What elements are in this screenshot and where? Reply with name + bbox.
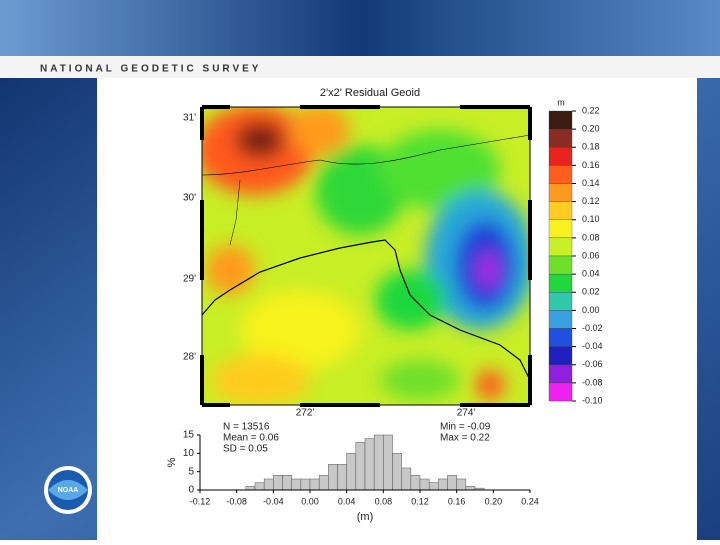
colorbar-label: 0.04 — [582, 269, 600, 279]
stat-text: SD = 0.05 — [223, 444, 268, 455]
x-tick-label: 0.16 — [448, 496, 466, 506]
x-tick-label: 0.08 — [375, 496, 393, 506]
stat-text: Max = 0.22 — [440, 433, 490, 444]
colorbar-cell — [548, 183, 573, 202]
geoid-map — [202, 107, 530, 405]
y-tick-label: 10 — [183, 448, 195, 459]
colorbar-label: 0.20 — [582, 124, 600, 134]
stat-text: N = 13516 — [223, 422, 270, 433]
colorbar-label: -0.04 — [582, 341, 603, 351]
svg-text:NOAA: NOAA — [58, 487, 79, 494]
colorbar-cell — [548, 128, 573, 148]
colorbar-cell — [548, 165, 573, 184]
y-tick-label: 5 — [188, 466, 194, 477]
histogram-bar — [428, 482, 439, 491]
x-tick-label: -0.12 — [190, 496, 211, 506]
header-band — [0, 56, 720, 78]
histogram-bar — [309, 478, 320, 491]
histogram-bar — [337, 464, 347, 491]
x-axis-label: (m) — [357, 511, 374, 523]
lon-label: 272' — [296, 408, 315, 419]
histogram-bar — [410, 475, 421, 491]
histogram-bar — [456, 478, 467, 491]
colorbar-cell — [548, 346, 573, 365]
colorbar-label: 0.12 — [582, 196, 600, 206]
colorbar-label: 0.02 — [582, 287, 600, 297]
colorbar-cell — [548, 255, 573, 275]
colorbar-cell — [548, 110, 573, 130]
map-frame-ticks — [200, 105, 532, 407]
histogram-bar — [282, 475, 292, 491]
histogram-bar — [346, 453, 357, 491]
lat-label: 31' — [183, 113, 196, 124]
stat-text: Mean = 0.06 — [223, 433, 279, 444]
histogram-bar — [465, 486, 476, 491]
header-title: NATIONAL GEODETIC SURVEY — [40, 64, 261, 75]
colorbar-cell — [548, 201, 573, 220]
colorbar-cell — [548, 292, 573, 311]
histogram-bar — [401, 467, 412, 491]
colorbar-cell — [548, 382, 573, 402]
x-tick-label: -0.04 — [263, 496, 284, 506]
histogram-bar — [273, 475, 283, 491]
histogram-bar — [263, 478, 274, 491]
colorbar-cell — [548, 147, 573, 166]
colorbar-label: -0.06 — [582, 359, 603, 369]
colorbar-cell — [548, 273, 573, 293]
y-tick-label: 0 — [188, 485, 194, 496]
colorbar-label: 0.16 — [582, 160, 600, 170]
histogram-bar — [373, 434, 384, 491]
histogram-bar — [254, 482, 265, 491]
histogram-bar — [355, 442, 366, 491]
histogram-bar — [328, 464, 338, 491]
colorbar-label: 0.06 — [582, 250, 600, 260]
lat-label: 29' — [183, 274, 196, 285]
colorbar-cell — [548, 364, 573, 384]
colorbar-label: 0.08 — [582, 232, 600, 242]
histogram-bar — [364, 438, 375, 491]
histogram-bar — [245, 486, 256, 491]
histogram-bar — [300, 478, 311, 491]
lat-label: 30' — [183, 193, 196, 204]
stat-text: Min = -0.09 — [440, 422, 491, 433]
colorbar-cell — [548, 328, 573, 347]
colorbar-label: 0.10 — [582, 214, 600, 224]
noaa-logo: NOAA — [44, 466, 92, 514]
top-band — [0, 0, 720, 56]
colorbar-label: 0.14 — [582, 178, 600, 188]
colorbar-label: -0.02 — [582, 323, 603, 333]
colorbar-label: 0.18 — [582, 142, 600, 152]
colorbar-label: 0.00 — [582, 305, 600, 315]
x-tick-label: 0.00 — [301, 496, 319, 506]
histogram-bar — [392, 453, 402, 491]
colorbar-cell — [548, 219, 573, 239]
histogram-bar — [318, 475, 329, 491]
histogram-bar — [447, 475, 457, 491]
histogram-bar — [419, 478, 430, 491]
colorbar-unit: m — [557, 97, 565, 107]
histogram-bar — [383, 434, 393, 491]
colorbar-label: -0.10 — [582, 395, 603, 405]
histogram-bar — [291, 478, 302, 491]
x-tick-label: 0.04 — [338, 496, 356, 506]
x-tick-label: 0.24 — [521, 496, 539, 506]
colorbar-cell — [548, 310, 573, 329]
lat-label: 28' — [183, 352, 196, 363]
map-title: 2'x2' Residual Geoid — [320, 87, 420, 99]
lon-label: 274' — [457, 408, 476, 419]
colorbar-label: -0.08 — [582, 377, 603, 387]
colorbar-label: 0.22 — [582, 105, 600, 115]
y-axis-label: % — [166, 457, 178, 467]
colorbar-cell — [548, 237, 573, 257]
x-tick-label: -0.08 — [226, 496, 247, 506]
x-tick-label: 0.20 — [485, 496, 503, 506]
histogram-bar — [438, 478, 448, 491]
x-tick-label: 0.12 — [411, 496, 429, 506]
y-tick-label: 15 — [183, 430, 195, 441]
